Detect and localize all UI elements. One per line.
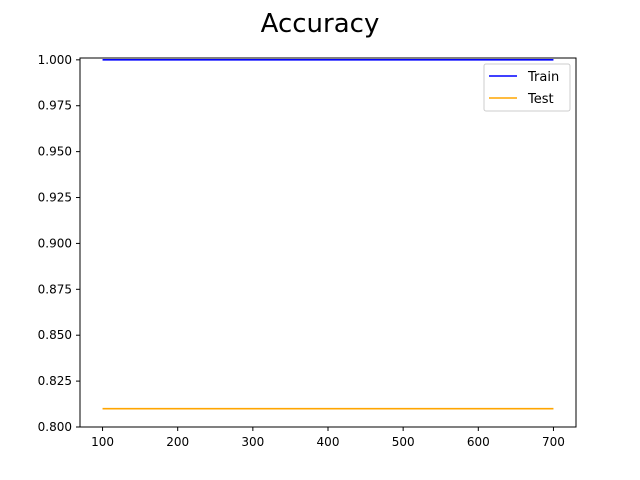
y-tick-label: 0.925: [38, 191, 72, 205]
y-tick-label: 0.950: [38, 145, 72, 159]
x-tick-label: 300: [241, 435, 264, 449]
chart-title: Accuracy: [261, 9, 380, 39]
y-tick-label: 0.800: [38, 420, 72, 434]
y-tick-label: 0.825: [38, 374, 72, 388]
x-tick-label: 400: [317, 435, 340, 449]
x-tick-label: 200: [166, 435, 189, 449]
y-tick-label: 0.850: [38, 328, 72, 342]
legend-label-test: Test: [527, 92, 554, 107]
y-tick-label: 0.875: [38, 282, 72, 296]
y-tick-label: 0.975: [38, 99, 72, 113]
legend-label-train: Train: [527, 70, 559, 85]
x-tick-label: 100: [91, 435, 114, 449]
plot-frame: [79, 57, 577, 428]
legend: Train Test: [483, 63, 571, 112]
x-tick-label: 500: [392, 435, 415, 449]
y-tick-label: 0.900: [38, 236, 72, 250]
plot-area: 100 200 300 400 500 600 700 0.800 0.825 0.850 0.87…: [38, 53, 577, 449]
x-tick-label: 600: [467, 435, 490, 449]
y-tick-label: 1.000: [38, 53, 72, 67]
x-tick-label: 700: [542, 435, 565, 449]
